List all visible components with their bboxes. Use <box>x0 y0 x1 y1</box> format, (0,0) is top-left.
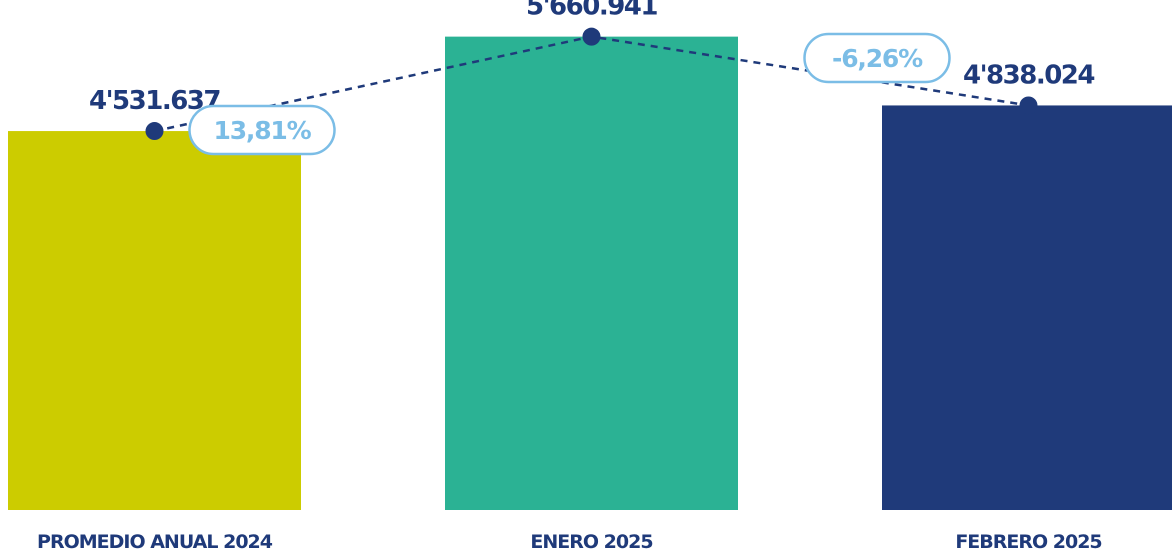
change-pills-layer: 13,81% -6,26% <box>188 32 951 156</box>
category-label-2: ENERO 2025 <box>530 531 652 553</box>
change-pill-2: -6,26% <box>803 32 951 84</box>
trend-point-3 <box>1019 96 1038 115</box>
bars-layer <box>8 36 1172 511</box>
trend-points-layer <box>145 27 1038 141</box>
bar-3 <box>882 105 1172 510</box>
trend-point-1 <box>145 122 164 141</box>
bar-2 <box>445 36 738 511</box>
trend-point-2 <box>582 27 601 46</box>
value-label-3: 4'838.024 <box>963 60 1094 90</box>
change-pill-outline <box>188 104 336 156</box>
change-percent-label: 13,81% <box>214 116 312 145</box>
category-label-3: FEBRERO 2025 <box>955 531 1101 553</box>
change-percent-label: -6,26% <box>832 44 923 73</box>
category-labels-layer: PROMEDIO ANUAL 2024 ENERO 2025 FEBRERO 202… <box>37 531 1103 553</box>
change-pill-outline <box>803 32 951 84</box>
value-label-2: 5'660.941 <box>526 0 657 22</box>
change-pill-1: 13,81% <box>188 104 336 156</box>
category-label-1: PROMEDIO ANUAL 2024 <box>37 531 273 553</box>
bar-1 <box>8 131 301 510</box>
